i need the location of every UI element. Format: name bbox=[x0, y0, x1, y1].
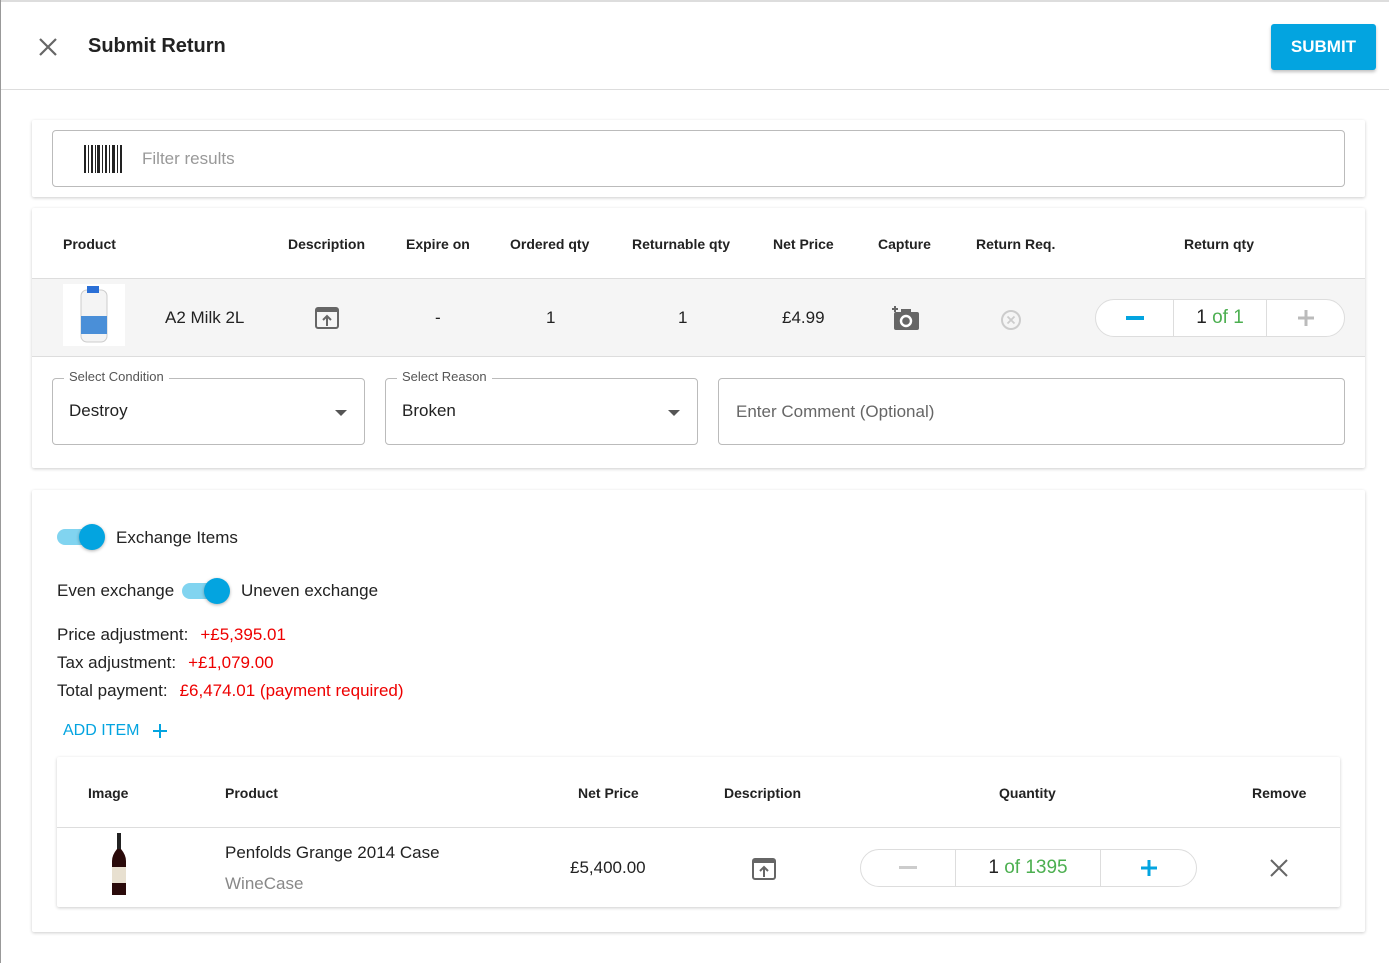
return-card: Product Description Expire on Ordered qt… bbox=[32, 208, 1365, 468]
col-returnable: Returnable qty bbox=[632, 236, 731, 252]
add-item-button[interactable]: ADD ITEM bbox=[63, 722, 168, 740]
decrement-button[interactable] bbox=[1096, 300, 1174, 336]
qty-display[interactable]: 1 of 1 bbox=[1174, 300, 1267, 336]
qty-max: of 1 bbox=[1212, 307, 1244, 328]
exchange-table: Image Product Net Price Description Quan… bbox=[57, 757, 1340, 907]
col-remove: Remove bbox=[1252, 785, 1307, 801]
col-net-price: Net Price bbox=[578, 785, 639, 801]
description-open-icon[interactable] bbox=[752, 858, 776, 885]
increment-button[interactable] bbox=[1101, 850, 1196, 886]
close-icon[interactable] bbox=[37, 36, 59, 58]
table-row: A2 Milk 2L - 1 1 £4.99 1 of 1 bbox=[32, 278, 1365, 357]
return-qty-stepper[interactable]: 1 of 1 bbox=[1095, 299, 1345, 337]
product-name: Penfolds Grange 2014 Case bbox=[225, 843, 440, 862]
filter-card: Filter results bbox=[32, 120, 1365, 197]
increment-button[interactable] bbox=[1267, 300, 1344, 336]
submit-button[interactable]: SUBMIT bbox=[1271, 24, 1376, 70]
add-item-label: ADD ITEM bbox=[63, 722, 140, 739]
description-open-icon[interactable] bbox=[315, 307, 339, 334]
header: Submit Return SUBMIT bbox=[1, 0, 1389, 90]
return-req-cancel-icon[interactable] bbox=[1000, 309, 1022, 336]
col-description: Description bbox=[724, 785, 802, 801]
col-return-req: Return Req. bbox=[976, 236, 1056, 252]
filter-placeholder: Filter results bbox=[142, 149, 235, 168]
col-product: Product bbox=[63, 236, 116, 252]
table-row: Penfolds Grange 2014 Case WineCase £5,40… bbox=[57, 827, 1340, 907]
condition-select[interactable]: Select Condition Destroy bbox=[52, 369, 365, 445]
col-quantity: Quantity bbox=[999, 785, 1056, 801]
col-description: Description bbox=[288, 236, 366, 252]
returnable-qty: 1 bbox=[678, 308, 688, 327]
expire-on: - bbox=[435, 308, 441, 327]
page-title: Submit Return bbox=[88, 35, 226, 57]
col-return-qty: Return qty bbox=[1184, 236, 1254, 252]
total-payment-label: Total payment: bbox=[57, 681, 168, 700]
plus-icon bbox=[153, 724, 168, 738]
price-adjustment: Price adjustment: +£5,395.01 bbox=[57, 625, 286, 645]
qty-display[interactable]: 1 of 1395 bbox=[956, 850, 1101, 886]
product-category: WineCase bbox=[225, 874, 304, 893]
condition-label: Select Condition bbox=[64, 369, 169, 384]
col-net-price: Net Price bbox=[773, 236, 834, 252]
tax-adjustment: Tax adjustment: +£1,079.00 bbox=[57, 653, 274, 673]
uneven-exchange-toggle[interactable] bbox=[182, 578, 230, 604]
decrement-button[interactable] bbox=[861, 850, 956, 886]
reason-label: Select Reason bbox=[397, 369, 492, 384]
col-image: Image bbox=[88, 785, 129, 801]
price-adjustment-label: Price adjustment: bbox=[57, 625, 189, 644]
wine-bottle-image bbox=[109, 833, 129, 902]
qty-value: 1 bbox=[1196, 307, 1207, 328]
camera-add-icon[interactable] bbox=[890, 303, 920, 336]
remove-icon[interactable] bbox=[1269, 858, 1289, 883]
col-expire: Expire on bbox=[406, 236, 470, 252]
even-exchange-label: Even exchange bbox=[57, 581, 175, 600]
total-payment-value: £6,474.01 (payment required) bbox=[179, 681, 404, 700]
total-payment: Total payment: £6,474.01 (payment require… bbox=[57, 681, 404, 701]
comment-placeholder: Enter Comment (Optional) bbox=[736, 402, 935, 421]
price-adjustment-value: +£5,395.01 bbox=[200, 625, 286, 644]
ordered-qty: 1 bbox=[546, 308, 556, 327]
net-price: £4.99 bbox=[782, 308, 825, 327]
filter-input[interactable]: Filter results bbox=[52, 130, 1345, 187]
exchange-card: Exchange Items Even exchange Uneven exch… bbox=[32, 490, 1365, 932]
chevron-down-icon bbox=[668, 410, 680, 416]
condition-value: Destroy bbox=[69, 401, 128, 420]
net-price: £5,400.00 bbox=[570, 858, 646, 877]
col-product: Product bbox=[225, 785, 278, 801]
uneven-exchange-label: Uneven exchange bbox=[241, 581, 379, 600]
product-name: A2 Milk 2L bbox=[165, 308, 245, 327]
exchange-items-toggle[interactable] bbox=[57, 524, 105, 550]
quantity-stepper[interactable]: 1 of 1395 bbox=[860, 849, 1197, 887]
tax-adjustment-value: +£1,079.00 bbox=[188, 653, 274, 672]
tax-adjustment-label: Tax adjustment: bbox=[57, 653, 177, 672]
comment-input[interactable]: Enter Comment (Optional) bbox=[718, 378, 1345, 445]
product-image bbox=[63, 284, 125, 346]
reason-select[interactable]: Select Reason Broken bbox=[385, 369, 698, 445]
col-ordered: Ordered qty bbox=[510, 236, 590, 252]
col-capture: Capture bbox=[878, 236, 931, 252]
barcode-icon[interactable] bbox=[84, 145, 124, 178]
exchange-items-label: Exchange Items bbox=[116, 528, 238, 547]
qty-max: of 1395 bbox=[1004, 857, 1068, 878]
qty-value: 1 bbox=[988, 857, 999, 878]
chevron-down-icon bbox=[335, 410, 347, 416]
reason-value: Broken bbox=[402, 401, 456, 420]
